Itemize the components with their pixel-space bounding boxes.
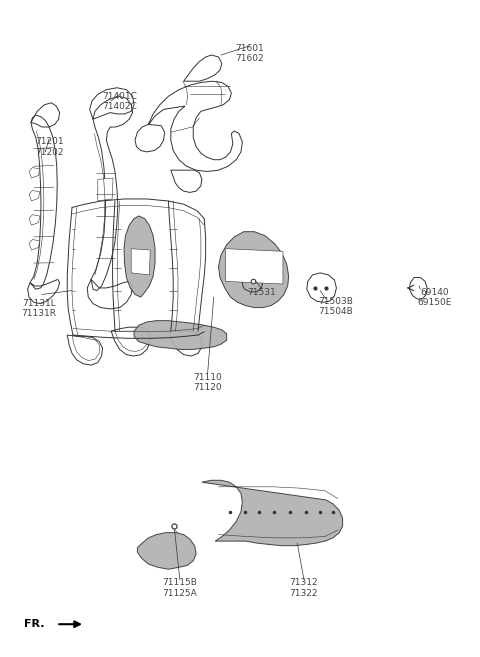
Polygon shape xyxy=(202,480,343,546)
Polygon shape xyxy=(218,232,288,307)
Text: 71201
71202: 71201 71202 xyxy=(35,137,63,157)
Polygon shape xyxy=(29,215,39,225)
Polygon shape xyxy=(29,191,39,201)
Polygon shape xyxy=(131,249,150,275)
Text: 71115B
71125A: 71115B 71125A xyxy=(162,578,197,598)
Polygon shape xyxy=(226,249,283,284)
Polygon shape xyxy=(137,533,196,569)
Text: 71110
71120: 71110 71120 xyxy=(193,373,222,392)
Polygon shape xyxy=(124,216,155,297)
Text: 71503B
71504B: 71503B 71504B xyxy=(318,297,353,317)
Text: 71531: 71531 xyxy=(248,288,276,297)
Polygon shape xyxy=(134,321,227,350)
Text: 71131L
71131R: 71131L 71131R xyxy=(21,299,56,319)
Text: 69140
69150E: 69140 69150E xyxy=(418,288,452,307)
Text: 71401C
71402C: 71401C 71402C xyxy=(102,92,137,111)
Polygon shape xyxy=(29,168,39,178)
Text: 71312
71322: 71312 71322 xyxy=(289,578,318,598)
Text: FR.: FR. xyxy=(24,619,45,629)
Polygon shape xyxy=(29,240,39,250)
Text: 71601
71602: 71601 71602 xyxy=(235,44,264,63)
Polygon shape xyxy=(98,178,113,201)
